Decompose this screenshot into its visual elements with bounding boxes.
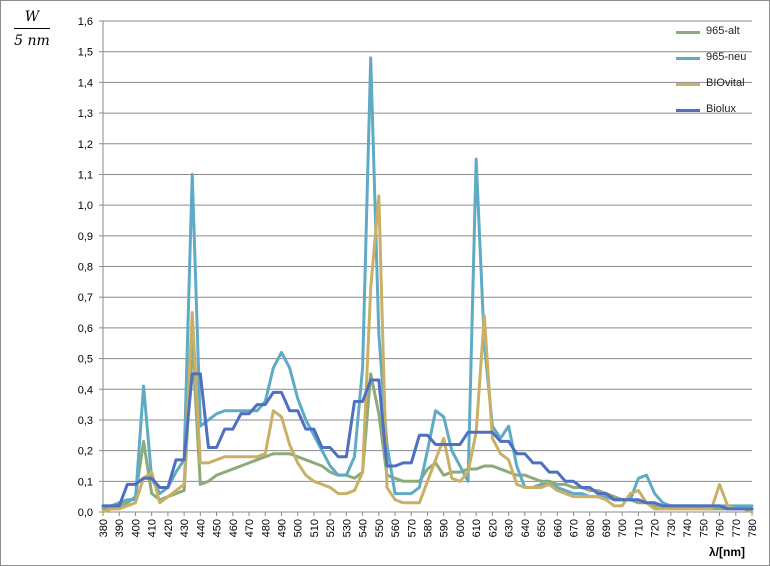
series-line-biovital	[101, 194, 754, 514]
x-tick-label: 720	[650, 519, 662, 537]
x-tick-label: 770	[731, 519, 743, 537]
y-tick-label: 1,2	[78, 139, 93, 151]
x-tick-label: 730	[666, 519, 678, 537]
legend-label-biovital: BIOvital	[706, 77, 745, 89]
y-tick-label: 0,8	[78, 262, 93, 274]
x-tick-label: 640	[520, 519, 532, 537]
x-tick-label: 690	[601, 519, 613, 537]
x-tick-label: 550	[374, 519, 386, 537]
x-tick-label: 740	[682, 519, 694, 537]
y-tick-label: 1,6	[78, 16, 93, 28]
legend: 965-alt 965-neu BIOvital Biolux	[676, 24, 764, 128]
y-tick-label: 1,5	[78, 47, 93, 59]
legend-item-biolux: Biolux	[676, 102, 764, 128]
gridlines	[103, 20, 752, 482]
y-tick-label: 0,4	[78, 384, 93, 396]
y-axis-label-numerator: W	[24, 9, 40, 25]
y-tick-label: 0,9	[78, 231, 93, 243]
x-tick-label: 610	[471, 519, 483, 537]
y-tick-label: 0,3	[78, 415, 93, 427]
y-tick-label: 1,0	[78, 200, 93, 212]
x-tick-label: 670	[569, 519, 581, 537]
y-tick-label: 1,1	[78, 169, 93, 181]
x-tick-label: 540	[358, 519, 370, 537]
y-tick-label: 0,2	[78, 446, 93, 458]
legend-label-965-neu: 965-neu	[706, 51, 747, 63]
legend-item-biovital: BIOvital	[676, 76, 764, 102]
y-tick-label: 0,1	[78, 476, 93, 488]
y-axis-label-denominator: 5 nm	[14, 33, 50, 49]
x-tick-label: 490	[276, 519, 288, 537]
legend-swatch-biovital	[676, 83, 700, 86]
x-tick-label: 620	[487, 519, 499, 537]
x-tick-label: 380	[98, 519, 110, 537]
x-tick-label: 760	[715, 519, 727, 537]
x-tick-label: 480	[260, 519, 272, 537]
series-line-965-neu	[101, 56, 754, 508]
x-tick-label: 530	[341, 519, 353, 537]
y-tick-label: 0,5	[78, 354, 93, 366]
x-tick-label: 680	[585, 519, 597, 537]
x-tick-label: 580	[423, 519, 435, 537]
axes	[99, 20, 753, 516]
legend-item-965-neu: 965-neu	[676, 50, 764, 76]
x-tick-label: 560	[390, 519, 402, 537]
legend-swatch-biolux	[676, 109, 700, 112]
series-lines	[101, 56, 754, 514]
legend-swatch-965-alt	[676, 31, 700, 34]
x-tick-label: 710	[633, 519, 645, 537]
y-axis-label: W 5 nm	[12, 8, 52, 50]
x-tick-label: 450	[212, 519, 224, 537]
x-tick-label: 410	[147, 519, 159, 537]
y-tick-label: 0,6	[78, 323, 93, 335]
x-tick-label: 420	[163, 519, 175, 537]
x-tick-label: 630	[504, 519, 516, 537]
x-tick-label: 570	[406, 519, 418, 537]
y-tick-labels: 0,0 0,1 0,2 0,3 0,4 0,5 0,6 0,7 0,8 0,9 1,0 1,1 1,2 1…	[78, 16, 93, 519]
x-tick-label: 510	[309, 519, 321, 537]
x-tick-label: 650	[536, 519, 548, 537]
x-tick-label: 600	[455, 519, 467, 537]
x-axis-label: λ/[nm]	[709, 545, 745, 559]
legend-label-965-alt: 965-alt	[706, 25, 740, 37]
x-tick-label: 590	[439, 519, 451, 537]
x-tick-labels: 380 390 400 410 420 430 440 450 460 470 480 490 500 5…	[98, 519, 759, 537]
x-tick-label: 750	[698, 519, 710, 537]
x-tick-label: 440	[195, 519, 207, 537]
series-line-biolux	[101, 372, 754, 511]
x-tick-label: 430	[179, 519, 191, 537]
legend-item-965-alt: 965-alt	[676, 24, 764, 50]
x-tick-label: 400	[130, 519, 142, 537]
x-tick-label: 520	[325, 519, 337, 537]
x-tick-label: 460	[228, 519, 240, 537]
x-tick-label: 660	[552, 519, 564, 537]
x-tick-label: 470	[244, 519, 256, 537]
x-tick-label: 390	[114, 519, 126, 537]
y-tick-label: 0,7	[78, 292, 93, 304]
y-tick-label: 1,4	[78, 77, 93, 89]
y-axis-label-fraction-bar	[14, 28, 50, 29]
x-tick-label: 780	[747, 519, 759, 537]
legend-swatch-965-neu	[676, 57, 700, 60]
y-tick-label: 1,3	[78, 108, 93, 120]
x-tick-label: 700	[617, 519, 629, 537]
legend-label-biolux: Biolux	[706, 103, 736, 115]
y-tick-label: 0,0	[78, 507, 93, 519]
x-tick-label: 500	[293, 519, 305, 537]
